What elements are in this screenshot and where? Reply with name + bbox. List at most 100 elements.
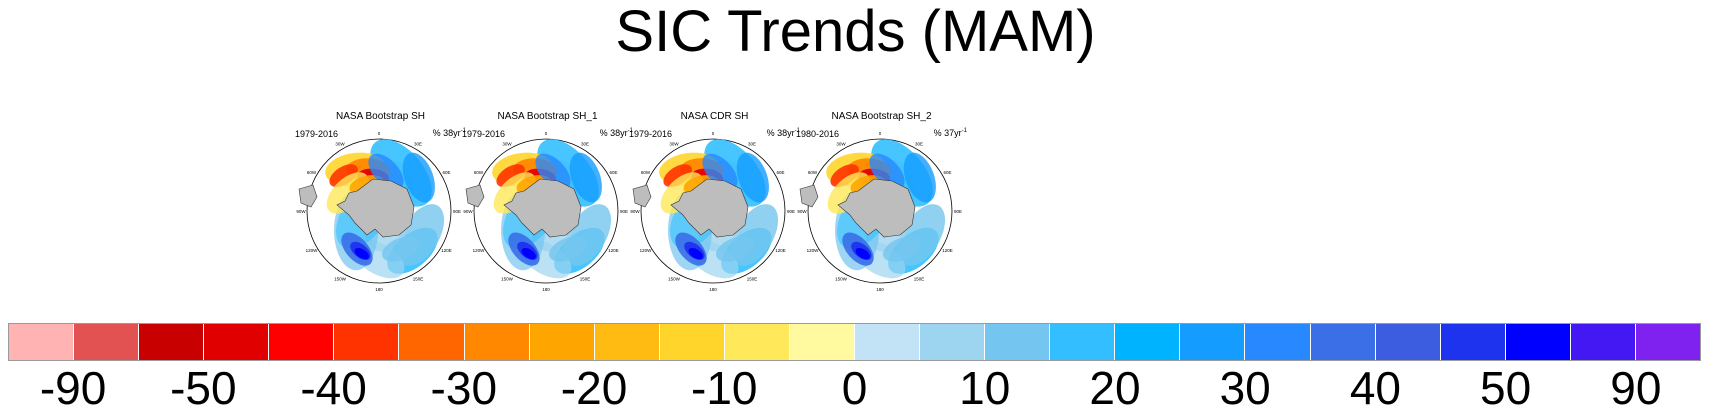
colorbar-box <box>1505 324 1571 360</box>
colorbar-box <box>985 324 1051 360</box>
longitude-label: 120W <box>473 248 486 253</box>
colorbar-tick-label: 10 <box>959 362 1011 414</box>
colorbar-tick-label: -10 <box>691 362 758 414</box>
panel-years: 1980-2016 <box>796 129 840 139</box>
longitude-label: 30W <box>669 141 679 146</box>
colorbar-tick-label: 30 <box>1219 362 1271 414</box>
longitude-label: 30E <box>581 141 589 146</box>
longitude-label: 150E <box>914 277 925 282</box>
colorbar-tick-labels: -90 -50 -40 -30 -20 -10 0 10 20 30 40 50 90 <box>0 362 1711 417</box>
trend-patch <box>688 248 703 260</box>
longitude-label: 150E <box>580 277 591 282</box>
polar-map: 0 30E 60E 90E 120E 150E 180 150W 120W 90W 60W 30W <box>797 131 962 292</box>
antarctica-landmass <box>336 178 415 238</box>
longitude-label: 90E <box>453 209 461 214</box>
longitude-label: 60E <box>777 170 785 175</box>
longitude-label: 120E <box>775 248 786 253</box>
colorbar-box <box>1440 324 1506 360</box>
figure-title: SIC Trends (MAM) <box>615 0 1096 64</box>
longitude-label: 30W <box>335 141 345 146</box>
longitude-label: 150E <box>413 277 424 282</box>
longitude-label: 0 <box>712 131 715 136</box>
colorbar-tick-label: 50 <box>1480 362 1532 414</box>
colorbar <box>8 323 1701 361</box>
panel-units: % 38yr-1 <box>599 128 633 138</box>
longitude-label: 60W <box>808 170 818 175</box>
colorbar-box <box>1570 324 1636 360</box>
panel-title: NASA CDR SH <box>680 111 749 122</box>
colorbar-box <box>920 324 986 360</box>
longitude-label: 150W <box>835 277 848 282</box>
longitude-label: 30E <box>414 141 422 146</box>
longitude-label: 90E <box>787 209 795 214</box>
longitude-label: 150W <box>334 277 347 282</box>
panel-units: % 37yr-1 <box>933 128 967 138</box>
antarctica-landmass <box>837 178 916 238</box>
colorbar-box <box>74 324 140 360</box>
longitude-label: 30W <box>836 141 846 146</box>
longitude-label: 150E <box>747 277 758 282</box>
longitude-label: 120E <box>441 248 452 253</box>
longitude-label: 90W <box>630 209 640 214</box>
map-panel-1: NASA Bootstrap SH 1979-2016 % 38yr-1 0 30… <box>293 108 468 294</box>
longitude-label: 30E <box>915 141 923 146</box>
longitude-label: 60W <box>307 170 317 175</box>
south-america-landmass <box>465 184 485 208</box>
colorbar-tick-label: 40 <box>1349 362 1402 414</box>
trend-patch <box>382 236 420 262</box>
colorbar-box <box>1180 324 1246 360</box>
longitude-label: 30E <box>748 141 756 146</box>
colorbar-box <box>659 324 725 360</box>
trend-patch <box>354 248 369 260</box>
trend-patch <box>830 164 859 188</box>
map-panel-4: NASA Bootstrap SH_2 1980-2016 % 37yr-1 0… <box>794 108 969 294</box>
longitude-label: 180 <box>876 287 884 292</box>
colorbar-tick-label: -20 <box>560 362 628 414</box>
longitude-label: 120W <box>640 248 653 253</box>
colorbar-box <box>529 324 595 360</box>
longitude-label: 60E <box>443 170 451 175</box>
longitude-label: 120E <box>608 248 619 253</box>
polar-map: 0 30E 60E 90E 120E 150E 180 150W 120W 90W 60W 30W <box>630 131 795 292</box>
longitude-label: 60W <box>474 170 484 175</box>
trend-patch <box>855 248 870 260</box>
antarctica-landmass <box>503 178 582 238</box>
map-panel-2: NASA Bootstrap SH_1 1979-2016 % 38yr-1 0… <box>460 108 635 294</box>
trend-patch <box>329 164 358 188</box>
trend-patch <box>496 164 525 188</box>
trend-patch <box>569 152 602 203</box>
colorbar-box <box>269 324 335 360</box>
colorbar-box <box>139 324 205 360</box>
colorbar-box <box>1245 324 1311 360</box>
longitude-label: 30W <box>502 141 512 146</box>
longitude-label: 90E <box>954 209 962 214</box>
longitude-label: 120W <box>807 248 820 253</box>
trend-patch <box>521 248 536 260</box>
longitude-label: 0 <box>879 131 882 136</box>
longitude-label: 120E <box>942 248 953 253</box>
trend-patch <box>903 152 936 203</box>
longitude-label: 0 <box>378 131 381 136</box>
trend-patch <box>716 236 754 262</box>
colorbar-box <box>1310 324 1376 360</box>
colorbar-box <box>594 324 660 360</box>
trend-patch <box>368 153 404 190</box>
colorbar-box <box>724 324 790 360</box>
colorbar-box <box>204 324 270 360</box>
trend-patch <box>883 236 921 262</box>
map-panel-3: NASA CDR SH 1979-2016 % 38yr-1 0 30E 60E 90… <box>627 108 802 294</box>
longitude-label: 90W <box>797 209 807 214</box>
panel-years: 1979-2016 <box>462 129 506 139</box>
trend-patch <box>535 153 571 190</box>
panel-years: 1979-2016 <box>295 129 339 139</box>
longitude-label: 90E <box>620 209 628 214</box>
longitude-label: 60E <box>610 170 618 175</box>
longitude-label: 0 <box>545 131 548 136</box>
polar-map: 0 30E 60E 90E 120E 150E 180 150W 120W 90W 60W 30W <box>296 131 461 292</box>
longitude-label: 60E <box>944 170 952 175</box>
colorbar-box <box>1115 324 1181 360</box>
colorbar-box <box>1050 324 1116 360</box>
colorbar-box <box>399 324 465 360</box>
colorbar-box <box>1375 324 1441 360</box>
colorbar-box <box>334 324 400 360</box>
